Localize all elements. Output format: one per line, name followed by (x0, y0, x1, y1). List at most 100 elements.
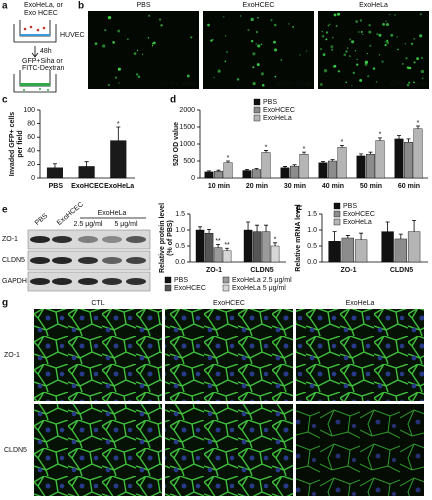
y-tick-label: 1.5 (307, 211, 317, 218)
legend-swatch (164, 276, 172, 284)
x-tick-label: ExoHCEC (71, 183, 104, 190)
cell-dot (250, 17, 254, 22)
cell-dot (102, 44, 106, 48)
cell-dot (257, 44, 261, 48)
micrograph (34, 404, 162, 496)
error-bar (416, 125, 421, 129)
error-bar (207, 170, 212, 172)
bar (394, 238, 408, 263)
band (52, 236, 72, 243)
cell-dot (223, 16, 225, 18)
band (102, 257, 122, 264)
panel-label: b (78, 1, 84, 12)
cell-dot (390, 33, 394, 37)
label: GFP+ SiHa (275, 81, 311, 88)
bar (328, 160, 338, 179)
error-bar (332, 231, 337, 242)
bar (354, 239, 368, 263)
x-tick-label: 10 min (208, 183, 230, 190)
error-bar (378, 137, 383, 141)
cell-dot (186, 74, 190, 78)
cell-dot (325, 31, 329, 34)
band (126, 278, 146, 285)
band (102, 236, 122, 243)
y-tick-label: 40 (27, 148, 35, 155)
y-tick-label: 2000 (179, 107, 195, 114)
band (102, 278, 122, 285)
cell-dot (369, 44, 372, 47)
error-bar (255, 224, 260, 232)
x-tick-label: 60 min (398, 183, 420, 190)
bar (204, 171, 214, 179)
cell-dot (260, 43, 263, 46)
panel-label: a (2, 1, 8, 12)
cell-dot (378, 54, 381, 56)
cell-dot (94, 42, 98, 46)
cell-dot (274, 75, 277, 78)
error-bar (245, 169, 250, 171)
micrograph-bg (318, 11, 429, 89)
band (30, 278, 50, 285)
micrograph (296, 309, 424, 401)
error-bar (216, 169, 221, 172)
cell-dot (327, 24, 330, 27)
label: 5 μg/ml (114, 221, 138, 228)
cell-dot (236, 78, 240, 81)
legend-swatch (333, 218, 341, 226)
y-tick-label: 1.5 (175, 211, 185, 218)
cell-dot (117, 29, 121, 33)
label: PBS (136, 2, 150, 9)
error-bar (321, 160, 326, 163)
cell-dot (360, 31, 363, 33)
x-tick-label: 30 min (284, 183, 306, 190)
y-tick-label: 500 (183, 158, 195, 165)
error-bar (283, 166, 288, 168)
cell-dot (346, 47, 349, 49)
cell-dot (385, 22, 390, 27)
bar (242, 170, 252, 179)
band (30, 236, 50, 243)
error-bar (225, 247, 230, 251)
panel-label: F (296, 205, 302, 216)
label: ExoHeLa, or (24, 2, 64, 9)
cell-dot (250, 39, 254, 43)
y-tick-label: 1500 (179, 124, 195, 131)
cell-dot (421, 56, 423, 59)
cell-dot (260, 72, 264, 76)
band (30, 257, 50, 264)
y-tick-label: 20 (27, 161, 35, 168)
cell-dot (261, 83, 265, 87)
cell-dot (354, 50, 357, 52)
error-bar (406, 138, 411, 143)
cell-dot (288, 23, 290, 25)
x-tick-label: 50 min (360, 183, 382, 190)
cell-dot (137, 75, 141, 79)
cell-dot (355, 20, 359, 23)
cell-dot (420, 69, 425, 74)
y-tick-label: 1000 (179, 141, 195, 148)
cell-dot (148, 14, 151, 17)
cell-dot (407, 66, 411, 70)
bar (261, 231, 271, 263)
panel-label: d (170, 95, 176, 106)
cell-dot (362, 33, 364, 36)
cell-dot (349, 38, 351, 41)
significance: * (341, 139, 344, 146)
cell-dot (331, 48, 334, 51)
cell-dot (240, 15, 242, 17)
error-bar (116, 126, 121, 141)
error-bar (397, 135, 402, 139)
error-bar (254, 168, 259, 170)
cell-dot (416, 57, 420, 61)
cell-dot (207, 23, 210, 27)
error-bar (412, 220, 417, 232)
y-tick-label: 1.0 (307, 227, 317, 234)
bar (195, 229, 205, 263)
error-bar (246, 221, 251, 230)
y-axis-label: Invaded GFP+ cells (9, 112, 16, 176)
cell-dot (256, 16, 259, 19)
panel-label: g (2, 298, 8, 309)
cell-dot (386, 41, 390, 45)
label: ExoHeLa (98, 210, 127, 217)
